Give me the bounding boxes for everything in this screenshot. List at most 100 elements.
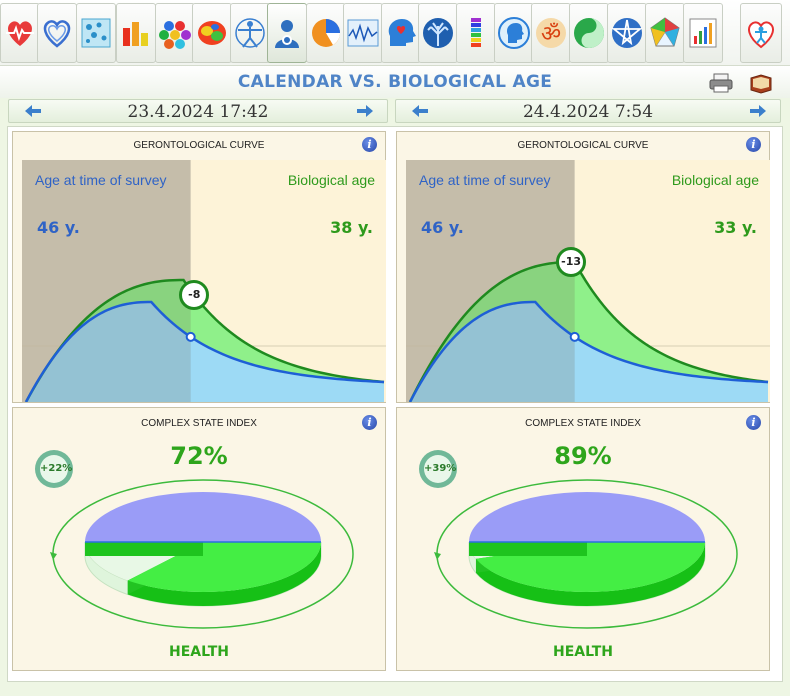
toolbar-button-cells[interactable] bbox=[76, 3, 116, 63]
complex-state-index-panel: COMPLEX STATE INDEX i 72% +22% HEALTH bbox=[12, 407, 386, 671]
calendar-age-marker bbox=[569, 331, 580, 342]
printer-icon[interactable] bbox=[708, 72, 734, 94]
title-bar: CALENDAR VS. BIOLOGICAL AGE bbox=[0, 66, 790, 98]
health-percent: 72% bbox=[170, 442, 228, 470]
toolbar-button-yin-yang[interactable] bbox=[569, 3, 609, 63]
ring-arrow bbox=[434, 552, 441, 560]
info-icon[interactable]: i bbox=[746, 137, 761, 152]
pie-top-half bbox=[469, 492, 705, 542]
chart-report-icon bbox=[689, 18, 717, 48]
info-icon[interactable]: i bbox=[362, 137, 377, 152]
calendar-age-value: 46 y. bbox=[37, 218, 80, 237]
biological-curve-line bbox=[408, 260, 769, 403]
toolbar-button-heart-outline[interactable] bbox=[37, 3, 77, 63]
panel-title: GERONTOLOGICAL CURVE bbox=[133, 140, 265, 151]
cells-icon bbox=[81, 18, 111, 48]
gerontological-chart: Age at time of survey Biological age 46 … bbox=[406, 160, 770, 403]
person-scan-icon bbox=[275, 20, 299, 48]
calendar-age-value: 46 y. bbox=[421, 218, 464, 237]
toolbar-button-pentagram[interactable] bbox=[607, 3, 647, 63]
toolbar-button-brain-map[interactable] bbox=[192, 3, 232, 63]
calendar-curve-line bbox=[408, 300, 769, 403]
arrow-right-icon[interactable] bbox=[357, 105, 373, 117]
toolbar-button-heart-rate[interactable] bbox=[0, 3, 40, 63]
arrow-left-icon[interactable] bbox=[412, 105, 428, 117]
chakra-icon bbox=[471, 18, 481, 47]
toolbar-button-gem[interactable] bbox=[645, 3, 685, 63]
change-value: +39% bbox=[424, 455, 456, 483]
vitruvian-man-icon bbox=[235, 18, 265, 48]
health-label: HEALTH bbox=[169, 644, 229, 660]
complex-state-index-panel: COMPLEX STATE INDEX i 89% +39% HEALTH bbox=[396, 407, 770, 671]
panel-title: GERONTOLOGICAL CURVE bbox=[517, 140, 649, 151]
gerontological-curve-panel: GERONTOLOGICAL CURVE i Age at time of su… bbox=[396, 131, 770, 419]
hexagons-icon bbox=[159, 21, 191, 49]
toolbar-button-person-scan[interactable] bbox=[267, 3, 307, 63]
info-icon[interactable]: i bbox=[746, 415, 761, 430]
health-wedge bbox=[127, 542, 321, 592]
brain-map-icon bbox=[198, 21, 226, 45]
svg-text:ॐ: ॐ bbox=[541, 22, 561, 47]
pentagram-icon bbox=[611, 18, 643, 48]
biological-age-label: Biological age bbox=[671, 172, 759, 188]
info-icon[interactable]: i bbox=[362, 415, 377, 430]
heart-rate-icon bbox=[6, 21, 34, 46]
pie-diameter-band bbox=[85, 542, 203, 556]
book-icon[interactable] bbox=[748, 72, 774, 94]
pie-top-half bbox=[85, 492, 321, 542]
om-icon: ॐ bbox=[536, 18, 566, 48]
calendar-curve-line bbox=[24, 300, 385, 403]
health-wedge-side bbox=[127, 542, 321, 606]
health-pie bbox=[427, 476, 747, 656]
arrow-right-icon[interactable] bbox=[750, 105, 766, 117]
toolbar-button-waveform[interactable] bbox=[343, 3, 383, 63]
biological-age-value: 38 y. bbox=[330, 218, 373, 237]
waveform-icon bbox=[347, 19, 379, 47]
date-nav-right: 24.4.2024 7:54 bbox=[395, 99, 781, 123]
toolbar-button-chakra[interactable] bbox=[456, 3, 496, 63]
pie-svg bbox=[50, 479, 354, 629]
heart-outline-icon bbox=[43, 20, 71, 48]
toolbar-button-chart-report[interactable] bbox=[683, 3, 723, 63]
toolbar-button-vitruvian-man[interactable] bbox=[230, 3, 270, 63]
gerontological-chart: Age at time of survey Biological age 46 … bbox=[22, 160, 386, 403]
health-percent: 89% bbox=[554, 442, 612, 470]
curve-svg bbox=[406, 160, 770, 403]
toolbar-button-pie-chart[interactable] bbox=[306, 3, 346, 63]
curve-svg bbox=[22, 160, 386, 403]
page-title: CALENDAR VS. BIOLOGICAL AGE bbox=[237, 72, 553, 92]
toolbar-button-bar-chart[interactable] bbox=[116, 3, 156, 63]
toolbar-button-heart-person[interactable] bbox=[740, 3, 782, 63]
heart-person-icon bbox=[748, 21, 774, 49]
gem-icon bbox=[650, 17, 680, 47]
age-label: Age at time of survey bbox=[35, 172, 167, 188]
calendar-age-marker bbox=[185, 331, 196, 342]
pie-chart-icon bbox=[312, 19, 340, 47]
pie-svg bbox=[434, 479, 738, 629]
health-pie bbox=[43, 476, 363, 656]
change-value: +22% bbox=[40, 455, 72, 483]
toolbar-button-om[interactable]: ॐ bbox=[531, 3, 571, 63]
calendar-curve-area bbox=[26, 302, 384, 402]
toolbar-button-face-profile[interactable] bbox=[494, 3, 534, 63]
toolbar-button-head-heart[interactable] bbox=[381, 3, 421, 63]
session-date: 23.4.2024 17:42 bbox=[127, 102, 269, 122]
yin-yang-icon bbox=[574, 18, 604, 48]
ring-arrow bbox=[50, 552, 57, 560]
age-label: Age at time of survey bbox=[419, 172, 551, 188]
biological-curve-line bbox=[24, 278, 385, 403]
biological-age-label: Biological age bbox=[287, 172, 375, 188]
date-nav-left: 23.4.2024 17:42 bbox=[8, 99, 388, 123]
change-badge: +39% bbox=[419, 450, 457, 488]
arrow-left-icon[interactable] bbox=[25, 105, 41, 117]
toolbar-button-tree[interactable] bbox=[418, 3, 458, 63]
biological-age-value: 33 y. bbox=[714, 218, 757, 237]
toolbar: ॐ bbox=[0, 0, 790, 66]
tree-icon bbox=[423, 18, 453, 48]
age-difference-badge: -13 bbox=[556, 247, 587, 277]
session-date: 24.4.2024 7:54 bbox=[522, 102, 654, 122]
health-label: HEALTH bbox=[553, 644, 613, 660]
panel-title: COMPLEX STATE INDEX bbox=[525, 418, 641, 429]
toolbar-button-hexagons[interactable] bbox=[155, 3, 195, 63]
panel-title: COMPLEX STATE INDEX bbox=[141, 418, 257, 429]
